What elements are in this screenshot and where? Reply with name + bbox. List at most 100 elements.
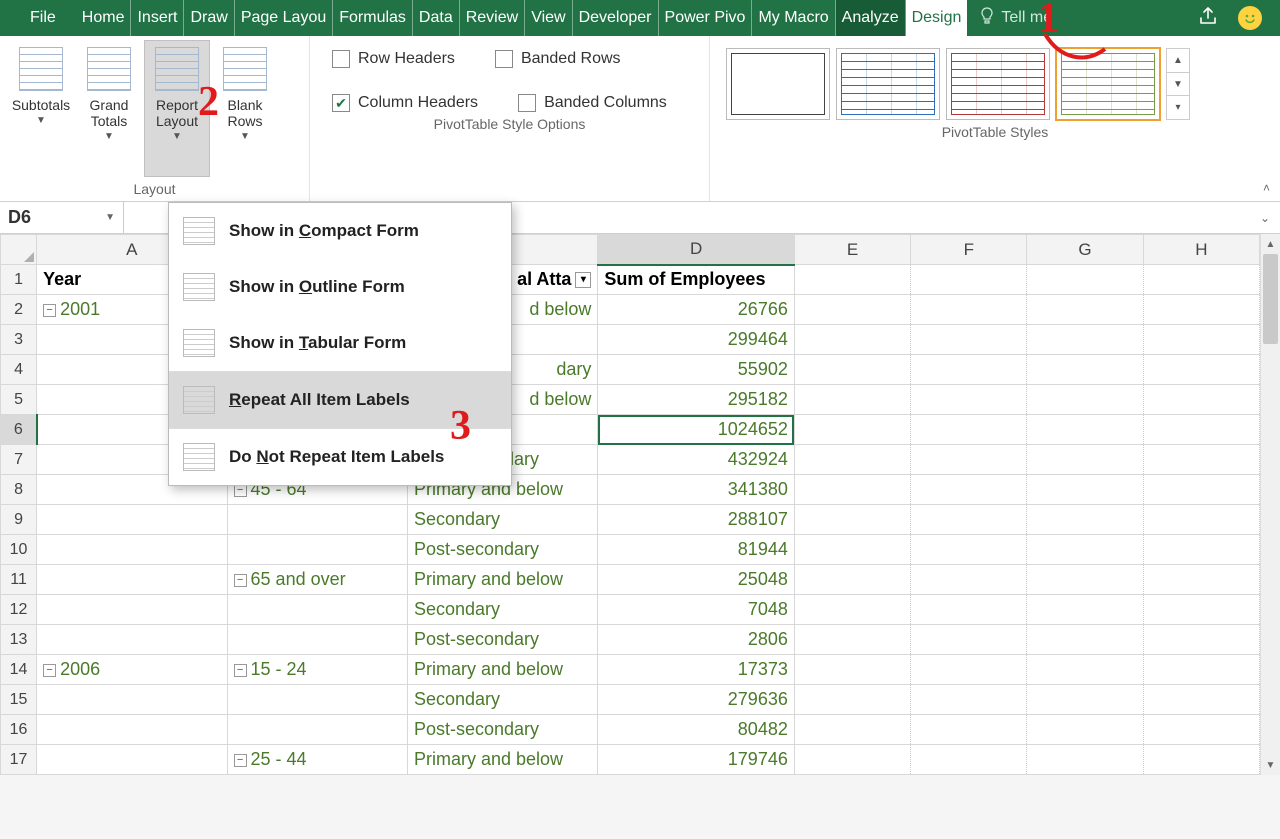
vertical-scrollbar[interactable]: ▲ ▼ (1260, 234, 1280, 775)
collapse-icon[interactable]: − (43, 664, 56, 677)
tab-insert[interactable]: Insert (131, 0, 184, 36)
row-header[interactable]: 17 (1, 745, 37, 775)
collapse-icon[interactable]: − (234, 754, 247, 767)
column-header-D[interactable]: D (598, 235, 794, 265)
cell[interactable] (1143, 295, 1259, 325)
cell[interactable] (1143, 655, 1259, 685)
cell[interactable]: Post-secondary (407, 535, 597, 565)
cell[interactable] (227, 595, 407, 625)
cell[interactable] (794, 685, 910, 715)
cell[interactable] (1143, 625, 1259, 655)
cell[interactable] (1143, 715, 1259, 745)
cell[interactable] (794, 655, 910, 685)
menu-item[interactable]: Show in Tabular Form (169, 315, 511, 371)
row-header[interactable]: 8 (1, 475, 37, 505)
name-box[interactable]: D6 ▼ (0, 202, 124, 233)
cell[interactable] (1143, 745, 1259, 775)
row-header[interactable]: 14 (1, 655, 37, 685)
tab-data[interactable]: Data (413, 0, 460, 36)
subtotals-button[interactable]: Subtotals ▼ (8, 40, 74, 177)
cell[interactable]: 299464 (598, 325, 794, 355)
cell[interactable]: −65 and over (227, 565, 407, 595)
cell[interactable] (1027, 445, 1143, 475)
cell[interactable] (37, 715, 227, 745)
cell[interactable] (1143, 565, 1259, 595)
tab-view[interactable]: View (525, 0, 572, 36)
cell[interactable]: 80482 (598, 715, 794, 745)
cell[interactable]: 432924 (598, 445, 794, 475)
collapse-icon[interactable]: − (234, 574, 247, 587)
cell[interactable] (227, 715, 407, 745)
row-header[interactable]: 9 (1, 505, 37, 535)
cell[interactable]: 288107 (598, 505, 794, 535)
cell[interactable]: 1024652 (598, 415, 794, 445)
cell[interactable] (37, 595, 227, 625)
cell[interactable] (1143, 595, 1259, 625)
row-header[interactable]: 12 (1, 595, 37, 625)
cell[interactable] (911, 535, 1027, 565)
cell[interactable] (1027, 565, 1143, 595)
pivot-style-thumb[interactable] (726, 48, 830, 120)
menu-item[interactable]: Show in Compact Form (169, 203, 511, 259)
tab-my-macro[interactable]: My Macro (752, 0, 835, 36)
cell[interactable] (911, 505, 1027, 535)
cell[interactable] (794, 565, 910, 595)
menu-item[interactable]: Show in Outline Form (169, 259, 511, 315)
cell[interactable] (911, 325, 1027, 355)
cell[interactable] (911, 715, 1027, 745)
cell[interactable]: −25 - 44 (227, 745, 407, 775)
cell[interactable]: Secondary (407, 685, 597, 715)
row-header[interactable]: 3 (1, 325, 37, 355)
cell[interactable] (1027, 745, 1143, 775)
cell[interactable] (1143, 505, 1259, 535)
cell[interactable] (1027, 685, 1143, 715)
pivot-style-thumb[interactable] (836, 48, 940, 120)
tab-draw[interactable]: Draw (184, 0, 234, 36)
cell[interactable] (794, 385, 910, 415)
cell[interactable] (911, 625, 1027, 655)
cell[interactable]: Post-secondary (407, 715, 597, 745)
cell[interactable] (911, 445, 1027, 475)
cell[interactable]: −15 - 24 (227, 655, 407, 685)
cell[interactable] (1143, 475, 1259, 505)
cell[interactable] (227, 685, 407, 715)
cell[interactable] (37, 685, 227, 715)
row-header[interactable]: 4 (1, 355, 37, 385)
column-header-G[interactable]: G (1027, 235, 1143, 265)
column-headers-checkbox[interactable]: ✔ Column Headers (332, 94, 478, 112)
cell[interactable]: −2006 (37, 655, 227, 685)
cell[interactable]: Secondary (407, 595, 597, 625)
cell[interactable]: 179746 (598, 745, 794, 775)
cell[interactable] (227, 535, 407, 565)
cell[interactable]: Sum of Employees (598, 265, 794, 295)
cell[interactable] (794, 535, 910, 565)
styles-more-button[interactable]: ▲ ▼ ▾ (1166, 48, 1190, 120)
menu-item[interactable]: Do Not Repeat Item Labels (169, 429, 511, 485)
banded-rows-checkbox[interactable]: Banded Rows (495, 50, 621, 68)
cell[interactable] (1027, 295, 1143, 325)
row-header[interactable]: 2 (1, 295, 37, 325)
cell[interactable] (794, 325, 910, 355)
cell[interactable] (1027, 595, 1143, 625)
cell[interactable] (1143, 415, 1259, 445)
share-icon[interactable] (1198, 6, 1220, 31)
cell[interactable] (911, 385, 1027, 415)
column-header-H[interactable]: H (1143, 235, 1259, 265)
cell[interactable]: 25048 (598, 565, 794, 595)
cell[interactable]: 55902 (598, 355, 794, 385)
cell[interactable] (37, 535, 227, 565)
cell[interactable]: Primary and below (407, 655, 597, 685)
row-header[interactable]: 10 (1, 535, 37, 565)
cell[interactable] (1027, 505, 1143, 535)
cell[interactable] (794, 265, 910, 295)
banded-columns-checkbox[interactable]: Banded Columns (518, 94, 667, 112)
cell[interactable] (37, 625, 227, 655)
cell[interactable] (1027, 535, 1143, 565)
cell[interactable] (227, 505, 407, 535)
tab-design[interactable]: Design (906, 0, 968, 36)
tab-power-pivo[interactable]: Power Pivo (659, 0, 753, 36)
cell[interactable] (911, 655, 1027, 685)
cell[interactable]: 81944 (598, 535, 794, 565)
cell[interactable] (1027, 715, 1143, 745)
collapse-icon[interactable]: − (43, 304, 56, 317)
